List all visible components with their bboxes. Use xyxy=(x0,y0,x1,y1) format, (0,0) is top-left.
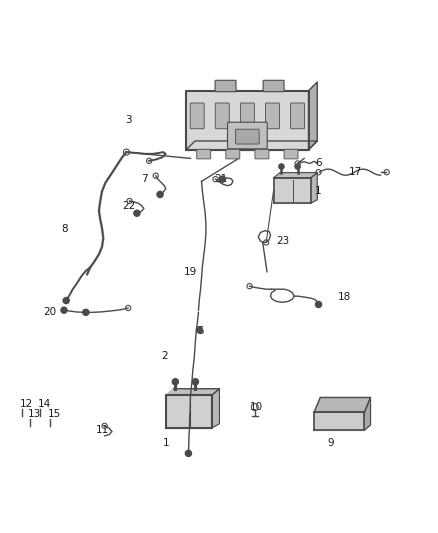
FancyBboxPatch shape xyxy=(215,103,229,129)
Polygon shape xyxy=(364,398,371,430)
Polygon shape xyxy=(314,412,364,430)
Circle shape xyxy=(63,297,69,304)
FancyBboxPatch shape xyxy=(190,103,204,129)
Text: 1: 1 xyxy=(315,187,321,196)
Text: 7: 7 xyxy=(141,174,148,184)
Polygon shape xyxy=(314,398,371,412)
Polygon shape xyxy=(311,173,317,203)
FancyBboxPatch shape xyxy=(236,129,259,144)
Text: 22: 22 xyxy=(122,201,135,211)
Polygon shape xyxy=(186,141,317,150)
Polygon shape xyxy=(212,389,219,428)
Circle shape xyxy=(192,379,198,385)
Text: 1: 1 xyxy=(162,438,169,448)
FancyBboxPatch shape xyxy=(240,103,254,129)
Text: 19: 19 xyxy=(184,266,198,277)
FancyBboxPatch shape xyxy=(263,80,284,92)
Text: 14: 14 xyxy=(38,399,51,409)
FancyBboxPatch shape xyxy=(290,103,304,129)
Text: 23: 23 xyxy=(277,236,290,246)
Text: 10: 10 xyxy=(250,402,263,412)
Text: 13: 13 xyxy=(28,409,42,418)
Circle shape xyxy=(157,191,163,198)
Circle shape xyxy=(295,164,300,169)
Text: 3: 3 xyxy=(125,115,132,125)
Polygon shape xyxy=(274,178,311,203)
Polygon shape xyxy=(186,91,308,150)
FancyBboxPatch shape xyxy=(197,149,211,159)
Text: 5: 5 xyxy=(197,326,204,336)
Text: 2: 2 xyxy=(161,351,168,361)
Circle shape xyxy=(83,309,89,316)
Text: 11: 11 xyxy=(96,425,109,435)
Text: 18: 18 xyxy=(338,292,351,302)
Circle shape xyxy=(134,210,140,216)
Text: 6: 6 xyxy=(315,158,321,168)
FancyBboxPatch shape xyxy=(284,149,298,159)
Polygon shape xyxy=(308,82,317,150)
Polygon shape xyxy=(166,389,219,395)
Circle shape xyxy=(196,327,202,333)
Text: 9: 9 xyxy=(327,438,334,448)
Circle shape xyxy=(61,307,67,313)
Text: 8: 8 xyxy=(61,224,67,235)
Polygon shape xyxy=(166,395,212,428)
FancyBboxPatch shape xyxy=(226,149,240,159)
Circle shape xyxy=(185,450,191,456)
Polygon shape xyxy=(274,173,317,178)
Circle shape xyxy=(172,379,178,385)
Text: 17: 17 xyxy=(349,167,362,177)
Text: 20: 20 xyxy=(43,308,57,317)
FancyBboxPatch shape xyxy=(255,149,269,159)
FancyBboxPatch shape xyxy=(227,122,267,149)
Text: 21: 21 xyxy=(215,174,228,184)
Text: 12: 12 xyxy=(19,399,33,409)
FancyBboxPatch shape xyxy=(265,103,279,129)
Circle shape xyxy=(219,176,226,182)
Circle shape xyxy=(279,164,284,169)
Circle shape xyxy=(315,302,321,308)
Text: 15: 15 xyxy=(47,409,60,418)
FancyBboxPatch shape xyxy=(215,80,236,92)
